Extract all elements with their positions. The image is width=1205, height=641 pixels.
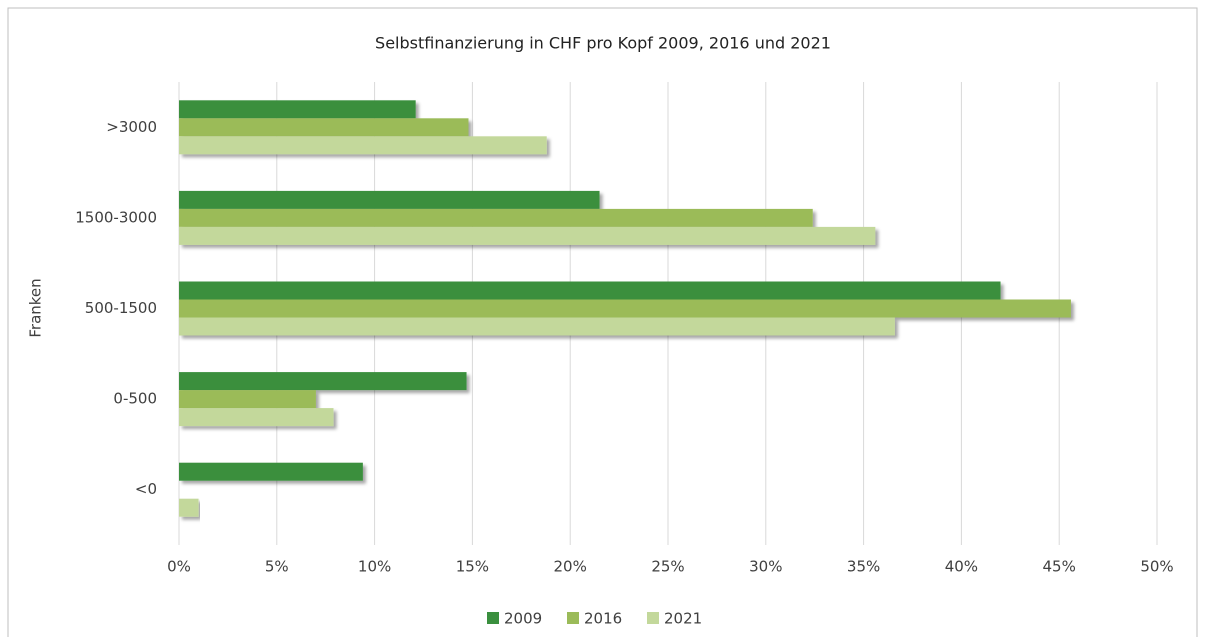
bar bbox=[179, 118, 469, 137]
x-tick-label: 30% bbox=[749, 558, 782, 576]
legend-label: 2009 bbox=[504, 610, 542, 628]
chart-title: Selbstfinanzierung in CHF pro Kopf 2009,… bbox=[375, 34, 831, 53]
x-tick-label: 50% bbox=[1140, 558, 1173, 576]
x-tick-label: 45% bbox=[1043, 558, 1076, 576]
legend-swatch bbox=[567, 612, 579, 624]
x-tick-label: 0% bbox=[167, 558, 191, 576]
y-tick-label: 0-500 bbox=[113, 390, 157, 408]
x-tick-label: 20% bbox=[554, 558, 587, 576]
y-axis-title: Franken bbox=[27, 278, 45, 337]
bar bbox=[179, 100, 416, 119]
x-tick-label: 25% bbox=[651, 558, 684, 576]
bar bbox=[179, 136, 547, 155]
x-tick-label: 10% bbox=[358, 558, 391, 576]
y-tick-label: <0 bbox=[135, 480, 157, 498]
bar bbox=[179, 281, 1001, 300]
bar bbox=[179, 390, 316, 409]
y-tick-label: 500-1500 bbox=[85, 299, 157, 317]
bar bbox=[179, 226, 876, 245]
y-tick-label: >3000 bbox=[106, 118, 157, 136]
legend-label: 2021 bbox=[664, 610, 702, 628]
legend-swatch bbox=[647, 612, 659, 624]
bar bbox=[179, 372, 467, 391]
x-tick-label: 40% bbox=[945, 558, 978, 576]
x-tick-label: 5% bbox=[265, 558, 289, 576]
bar bbox=[179, 208, 813, 227]
bar bbox=[179, 299, 1071, 318]
bar bbox=[179, 408, 334, 427]
x-tick-label: 35% bbox=[847, 558, 880, 576]
legend-label: 2016 bbox=[584, 610, 622, 628]
bar bbox=[179, 190, 600, 209]
bar bbox=[179, 462, 363, 481]
bar bbox=[179, 498, 199, 517]
x-tick-label: 15% bbox=[456, 558, 489, 576]
legend-swatch bbox=[487, 612, 499, 624]
y-tick-label: 1500-3000 bbox=[75, 208, 157, 226]
bar bbox=[179, 317, 895, 336]
